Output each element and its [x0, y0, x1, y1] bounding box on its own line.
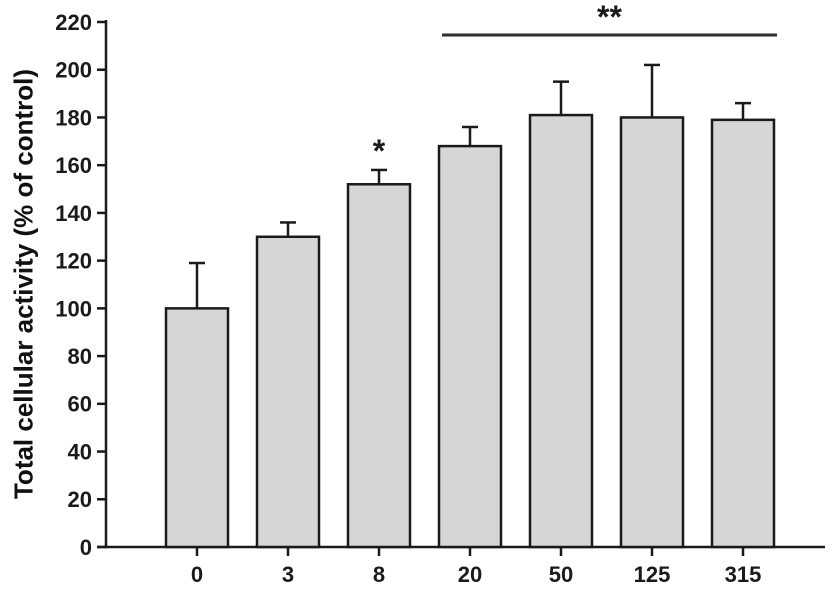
y-tick-label: 160: [55, 153, 92, 178]
bar: [528, 113, 594, 549]
x-tick-label: 125: [634, 562, 671, 587]
bar: [346, 183, 412, 549]
y-axis-title: Total cellular activity (% of control): [8, 68, 39, 500]
y-tick-label: 140: [55, 201, 92, 226]
y-tick-label: 200: [55, 58, 92, 83]
bar: [710, 118, 776, 549]
x-tick-label: 0: [191, 562, 203, 587]
significance-star: *: [373, 133, 386, 169]
bar: [255, 235, 321, 549]
y-tick-label: 20: [68, 487, 92, 512]
bar: [164, 307, 230, 549]
y-tick-label: 180: [55, 105, 92, 130]
y-tick-label: 100: [55, 296, 92, 321]
x-tick-label: 3: [282, 562, 294, 587]
significance-stars: **: [597, 0, 622, 35]
x-tick-label: 50: [549, 562, 573, 587]
y-tick-label: 0: [80, 535, 92, 560]
x-tick-label: 315: [725, 562, 762, 587]
y-tick-label: 120: [55, 249, 92, 274]
bar: [437, 144, 503, 549]
x-tick-label: 8: [373, 562, 385, 587]
bar: [619, 116, 685, 549]
y-tick-label: 60: [68, 392, 92, 417]
y-tick-label: 80: [68, 344, 92, 369]
x-tick-label: 20: [458, 562, 482, 587]
y-tick-label: 40: [68, 439, 92, 464]
y-tick-label: 220: [55, 10, 92, 35]
